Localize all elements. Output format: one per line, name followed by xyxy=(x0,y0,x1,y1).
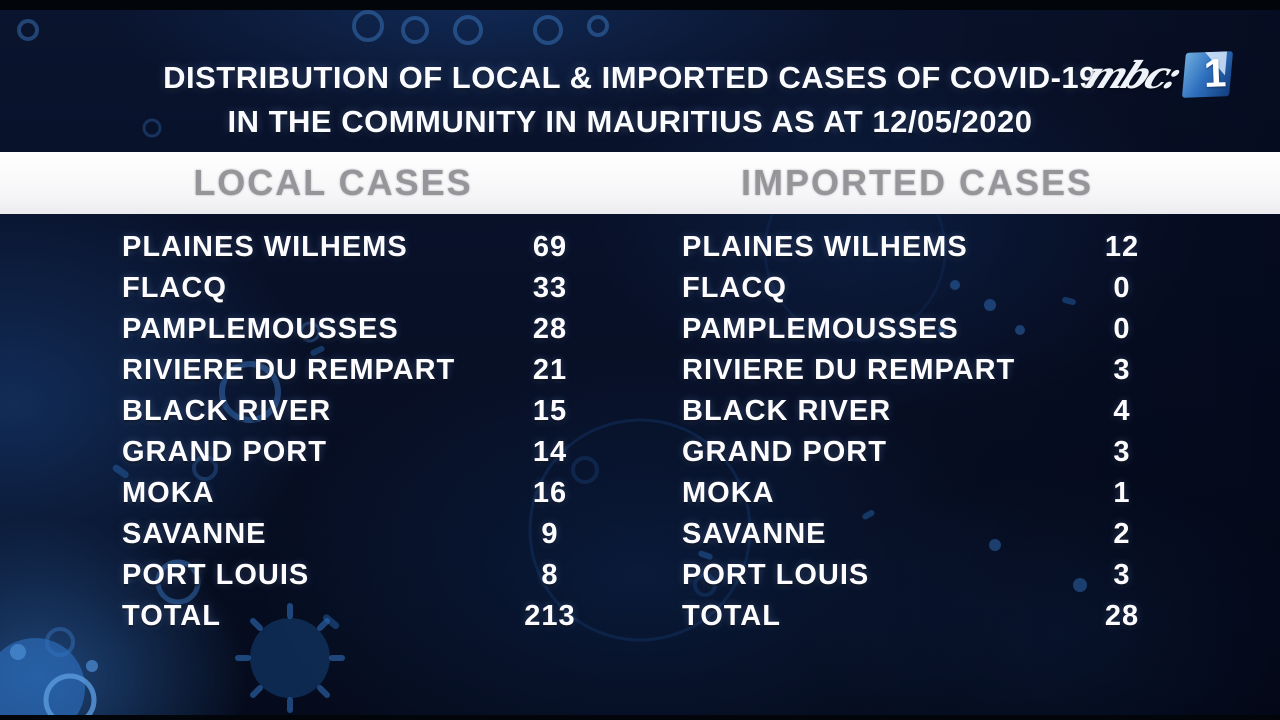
district-label: GRAND PORT xyxy=(122,436,327,468)
channel-number: 1 xyxy=(1203,51,1228,97)
title-line-1: DISTRIBUTION OF LOCAL & IMPORTED CASES O… xyxy=(163,60,1097,95)
title-line-2: IN THE COMMUNITY IN MAURITIUS AS AT 12/0… xyxy=(227,104,1033,139)
table-row: PORT LOUIS 8 xyxy=(122,555,722,596)
district-label: GRAND PORT xyxy=(682,436,887,468)
channel-logo: mbc: 1 xyxy=(1078,51,1234,98)
table-row: BLACK RIVER 4 xyxy=(682,391,1280,432)
table-row: FLACQ 0 xyxy=(682,268,1280,309)
table-row: RIVIERE DU REMPART 21 xyxy=(122,350,722,391)
district-label: SAVANNE xyxy=(682,518,827,550)
case-count: 69 xyxy=(532,231,568,263)
table-row: RIVIERE DU REMPART 3 xyxy=(682,350,1280,391)
district-label: PLAINES WILHEMS xyxy=(682,231,968,263)
case-count: 8 xyxy=(541,559,559,591)
case-count: 4 xyxy=(1113,395,1131,427)
channel-one-badge: 1 xyxy=(1182,51,1234,98)
bottom-letterbox-bar xyxy=(0,715,1280,720)
district-label: RIVIERE DU REMPART xyxy=(682,354,1016,386)
bright-virus-shape xyxy=(0,638,98,720)
section-header-banner: LOCAL CASES IMPORTED CASES xyxy=(0,152,1280,214)
table-row: GRAND PORT 3 xyxy=(682,432,1280,473)
table-row: PAMPLEMOUSSES 0 xyxy=(682,309,1280,350)
top-letterbox-bar xyxy=(0,0,1280,10)
table-row: SAVANNE 2 xyxy=(682,514,1280,555)
table-row-total: TOTAL 213 xyxy=(122,596,722,637)
case-count: 2 xyxy=(1113,518,1131,550)
case-count: 3 xyxy=(1113,354,1131,386)
total-label: TOTAL xyxy=(682,600,781,632)
table-row: PAMPLEMOUSSES 28 xyxy=(122,309,722,350)
case-count: 15 xyxy=(532,395,568,427)
district-label: MOKA xyxy=(682,477,775,509)
case-count: 0 xyxy=(1113,272,1131,304)
total-count: 28 xyxy=(1104,600,1140,632)
case-count: 16 xyxy=(532,477,568,509)
table-row-total: TOTAL 28 xyxy=(682,596,1280,637)
case-count: 21 xyxy=(532,354,568,386)
table-row: FLACQ 33 xyxy=(122,268,722,309)
imported-cases-table: PLAINES WILHEMS 12 FLACQ 0 PAMPLEMOUSSES 0 … xyxy=(682,227,1280,637)
local-cases-header: LOCAL CASES xyxy=(193,162,473,203)
total-label: TOTAL xyxy=(122,600,221,632)
district-label: PLAINES WILHEMS xyxy=(122,231,408,263)
table-row: PORT LOUIS 3 xyxy=(682,555,1280,596)
case-count: 3 xyxy=(1113,559,1131,591)
district-label: FLACQ xyxy=(682,272,787,304)
total-count: 213 xyxy=(524,600,576,632)
table-row: BLACK RIVER 15 xyxy=(122,391,722,432)
table-row: MOKA 1 xyxy=(682,473,1280,514)
district-label: PAMPLEMOUSSES xyxy=(122,313,399,345)
table-row: SAVANNE 9 xyxy=(122,514,722,555)
case-count: 1 xyxy=(1113,477,1131,509)
case-count: 14 xyxy=(532,436,568,468)
case-count: 3 xyxy=(1113,436,1131,468)
district-label: FLACQ xyxy=(122,272,227,304)
district-label: MOKA xyxy=(122,477,215,509)
table-row: PLAINES WILHEMS 69 xyxy=(122,227,722,268)
district-label: PORT LOUIS xyxy=(682,559,870,591)
district-label: SAVANNE xyxy=(122,518,267,550)
case-count: 0 xyxy=(1113,313,1131,345)
district-label: PAMPLEMOUSSES xyxy=(682,313,959,345)
page-title: DISTRIBUTION OF LOCAL & IMPORTED CASES O… xyxy=(0,56,1260,144)
imported-cases-header: IMPORTED CASES xyxy=(740,162,1094,203)
district-label: RIVIERE DU REMPART xyxy=(122,354,456,386)
local-cases-table: PLAINES WILHEMS 69 FLACQ 33 PAMPLEMOUSSES 2… xyxy=(122,227,722,637)
case-count: 28 xyxy=(532,313,568,345)
channel-logo-script: mbc: xyxy=(1078,52,1188,97)
district-label: PORT LOUIS xyxy=(122,559,310,591)
case-count: 33 xyxy=(532,272,568,304)
table-row: PLAINES WILHEMS 12 xyxy=(682,227,1280,268)
table-row: MOKA 16 xyxy=(122,473,722,514)
case-count: 12 xyxy=(1104,231,1140,263)
district-label: BLACK RIVER xyxy=(122,395,332,427)
table-row: GRAND PORT 14 xyxy=(122,432,722,473)
case-count: 9 xyxy=(541,518,559,550)
district-label: BLACK RIVER xyxy=(682,395,892,427)
